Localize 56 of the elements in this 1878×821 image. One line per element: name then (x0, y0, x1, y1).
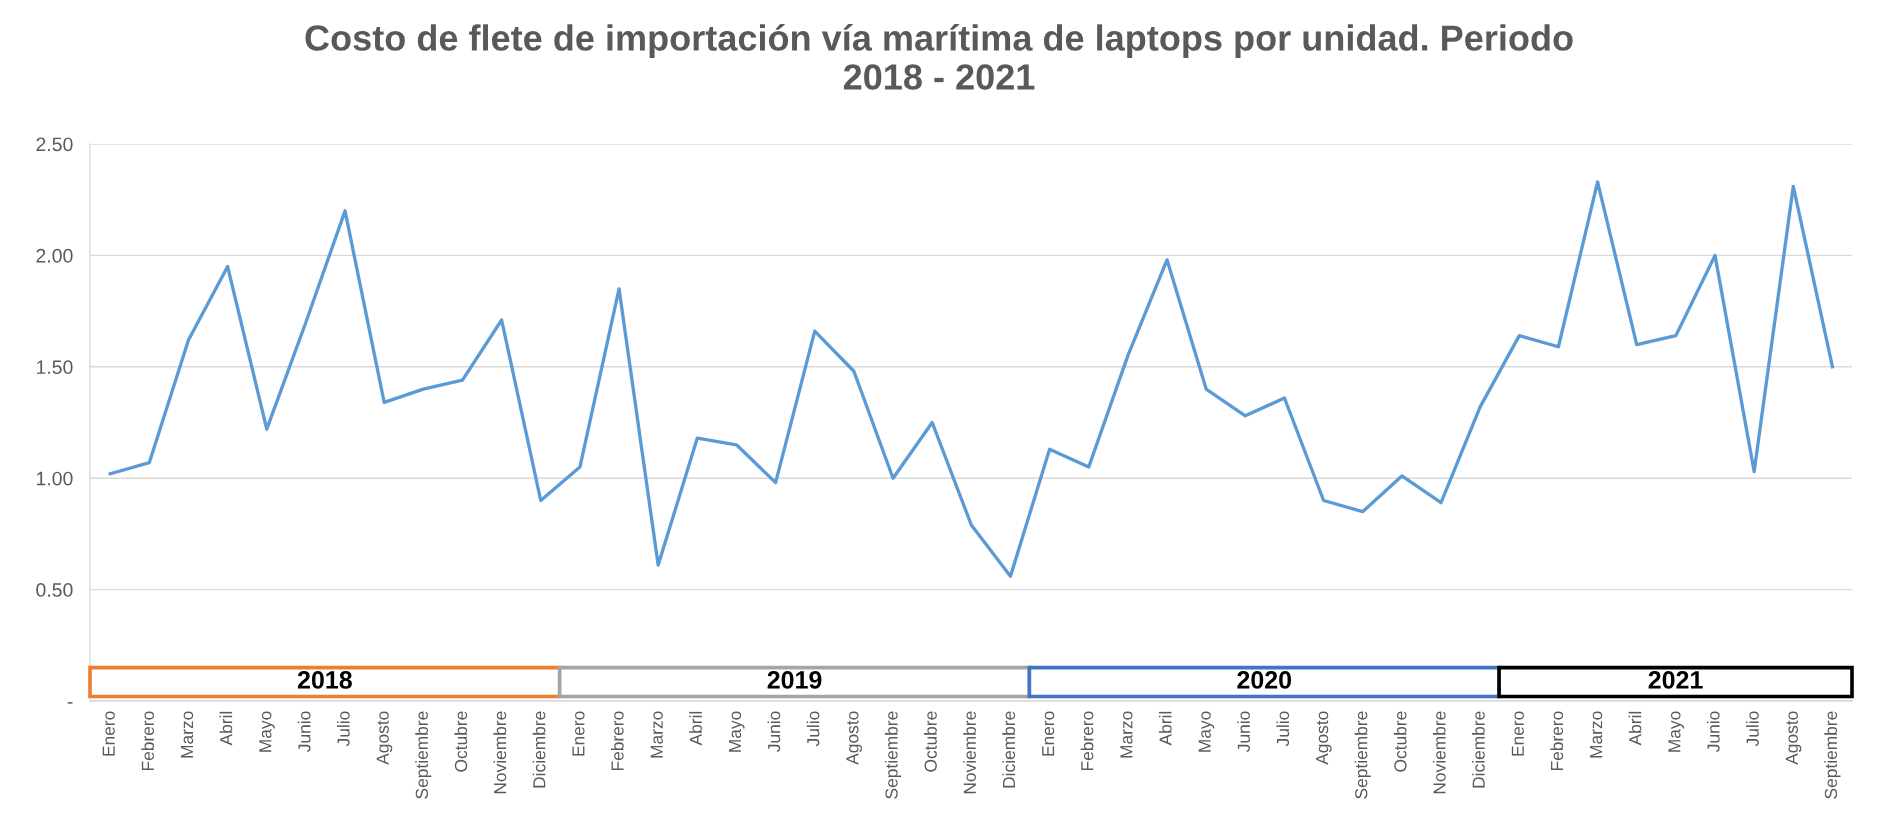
x-tick-label: Enero (1511, 711, 1524, 756)
x-tick-label: Abril (1158, 711, 1172, 746)
x-tick-label: Enero (572, 711, 585, 756)
x-tick-label: Junio (1706, 711, 1720, 752)
x-tick-label: Diciembre (1002, 711, 1016, 788)
y-tick-label: 2.00 (36, 248, 73, 263)
x-tick-label: Noviembre (963, 711, 976, 794)
x-tick-label: Septiembre (1824, 711, 1841, 799)
x-tick-label: Agosto (1785, 711, 1802, 765)
x-tick-label: Febrero (1550, 711, 1564, 771)
x-tick-label: Mayo (259, 711, 275, 752)
x-tick-label: Noviembre (493, 711, 507, 794)
x-tick-label: Julio (1746, 711, 1759, 747)
x-tick-label: Marzo (1120, 711, 1133, 758)
x-tick-label: Enero (102, 711, 115, 756)
band-label: 2021 (1648, 671, 1703, 689)
x-tick-label: Septiembre (1354, 711, 1371, 799)
x-tick-label: Julio (1276, 711, 1290, 747)
x-tick-label: Septiembre (884, 711, 902, 799)
x-tick-label: Abril (1628, 711, 1642, 746)
y-tick-label: 2.50 (36, 137, 73, 152)
x-tick-label: Junio (1237, 711, 1250, 752)
x-tick-label: Julio (806, 711, 820, 747)
x-tick-label: Mayo (1198, 711, 1215, 752)
x-tick-label: Septiembre (415, 711, 432, 799)
x-tick-label: Junio (297, 711, 311, 752)
band-label: 2019 (767, 671, 822, 689)
x-tick-label: Agosto (376, 711, 393, 765)
x-tick-label: Marzo (181, 711, 194, 758)
y-tick-label: - (67, 702, 73, 704)
x-tick-label: Octubre (924, 711, 937, 772)
x-tick-label: Mayo (729, 711, 745, 752)
x-tick-label: Agosto (1316, 711, 1332, 765)
x-tick-label: Junio (767, 711, 781, 752)
x-tick-label: Diciembre (532, 711, 546, 788)
x-tick-label: Diciembre (1472, 711, 1485, 788)
x-tick-label: Mayo (1668, 711, 1684, 752)
y-tick-label: 0.50 (36, 583, 73, 597)
x-tick-label: Octubre (454, 711, 468, 772)
y-tick-label: 1.50 (36, 360, 73, 375)
x-tick-label: Marzo (650, 711, 663, 758)
x-tick-label: Enero (1042, 711, 1055, 756)
x-tick-label: Agosto (846, 711, 862, 765)
x-tick-label: Febrero (1080, 711, 1094, 771)
x-tick-label: Octubre (1393, 711, 1407, 772)
x-tick-label: Febrero (610, 711, 624, 771)
x-tick-label: Febrero (141, 711, 154, 771)
band-label: 2020 (1237, 671, 1292, 689)
chart-title: Costo de flete de importación vía marítima de laptops por unidad. Periodo 2018 - 2021 (305, 24, 1573, 90)
band-label: 2018 (297, 671, 352, 689)
x-tick-label: Abril (689, 711, 702, 746)
y-tick-label: 1.00 (36, 471, 73, 486)
x-tick-label: Abril (219, 711, 233, 746)
x-tick-label: Marzo (1590, 711, 1603, 758)
x-tick-label: Noviembre (1432, 711, 1446, 794)
x-tick-label: Julio (336, 711, 350, 747)
